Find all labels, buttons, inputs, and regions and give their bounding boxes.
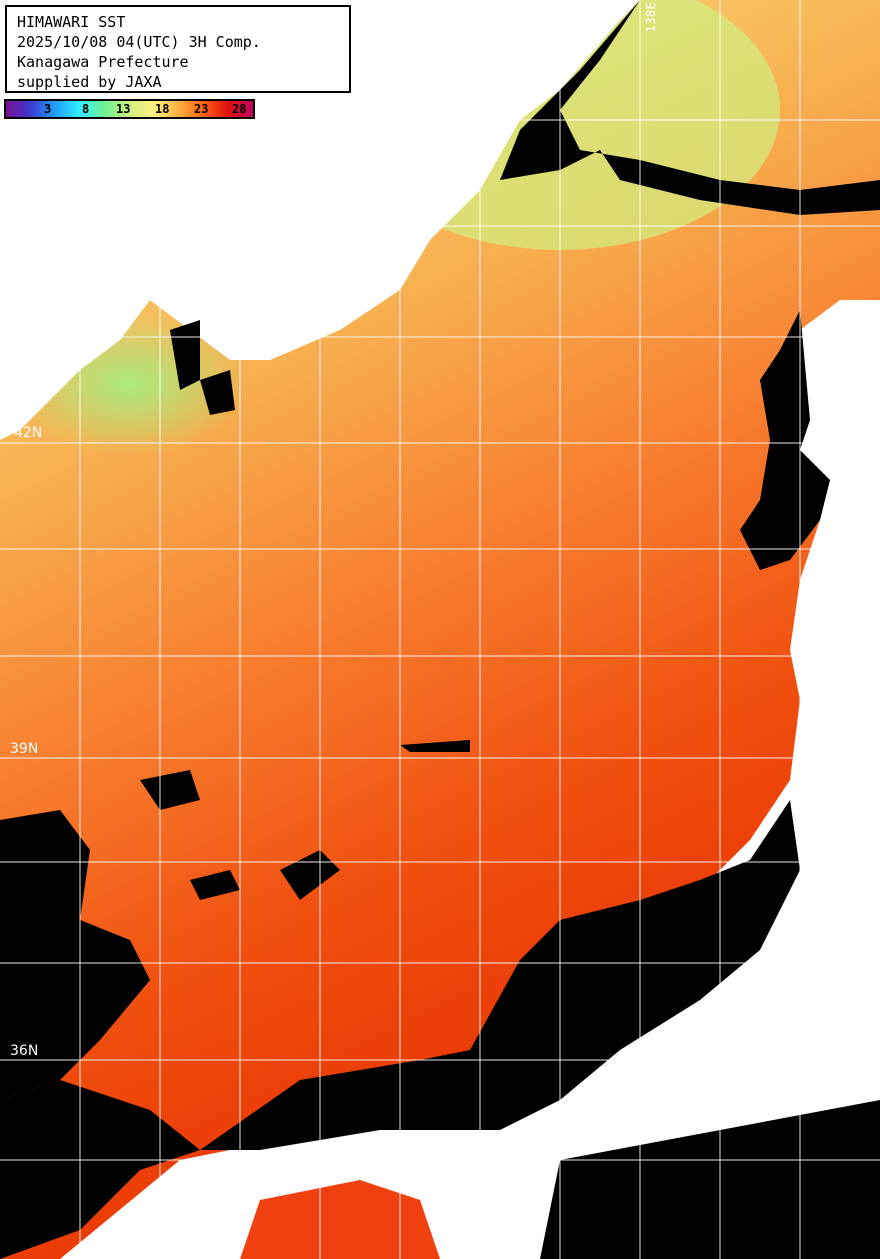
scale-tick: 8 xyxy=(82,102,90,116)
scale-tick: 3 xyxy=(44,102,52,116)
scale-tick: 13 xyxy=(116,102,131,116)
region-label: Kanagawa Prefecture xyxy=(17,53,189,71)
lat-label-36n: 36N xyxy=(10,1043,39,1059)
color-scale-bar: 3 8 13 18 23 28 xyxy=(4,99,255,119)
scale-tick: 18 xyxy=(155,102,170,116)
observation-time: 2025/10/08 04(UTC) 3H Comp. xyxy=(17,33,261,51)
land-japan xyxy=(60,300,880,1259)
lat-label-39n: 39N xyxy=(10,741,39,757)
lat-label-42n: 42N xyxy=(14,425,43,441)
cold-water xyxy=(30,300,430,540)
scale-tick: 28 xyxy=(232,102,247,116)
scale-tick: 23 xyxy=(194,102,209,116)
coastal-sea-south xyxy=(240,1180,440,1259)
product-title: HIMAWARI SST xyxy=(17,13,126,31)
info-box: HIMAWARI SST 2025/10/08 04(UTC) 3H Comp.… xyxy=(5,5,351,93)
credit-label: supplied by JAXA xyxy=(17,73,162,91)
lon-label-138e: 138E xyxy=(644,2,658,33)
